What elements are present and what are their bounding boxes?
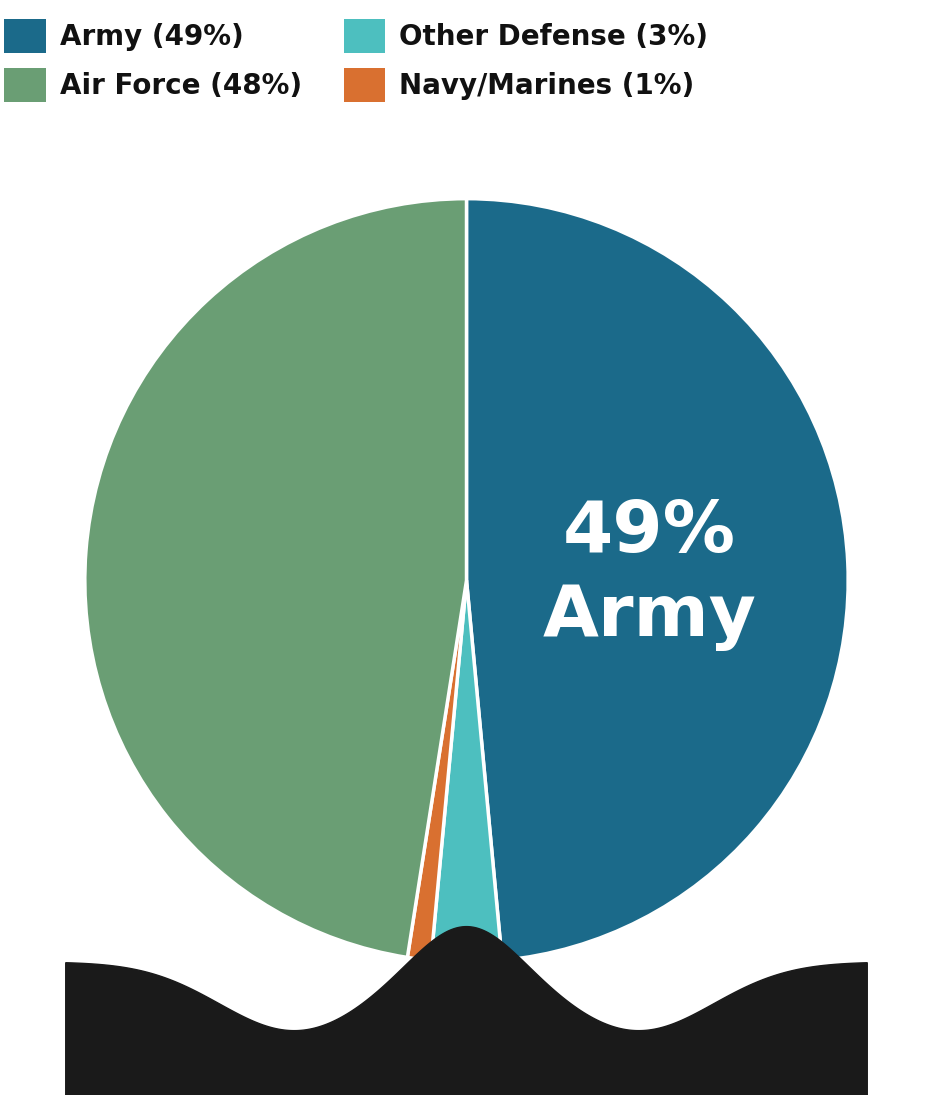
Wedge shape — [431, 580, 502, 963]
Legend: Army (49%), Air Force (48%), Other Defense (3%), Navy/Marines (1%): Army (49%), Air Force (48%), Other Defen… — [0, 8, 719, 113]
Polygon shape — [65, 926, 868, 1095]
Wedge shape — [466, 198, 848, 960]
Text: Army: Army — [543, 583, 757, 652]
Wedge shape — [408, 580, 466, 960]
Text: 49%: 49% — [564, 498, 736, 567]
Wedge shape — [85, 198, 466, 957]
